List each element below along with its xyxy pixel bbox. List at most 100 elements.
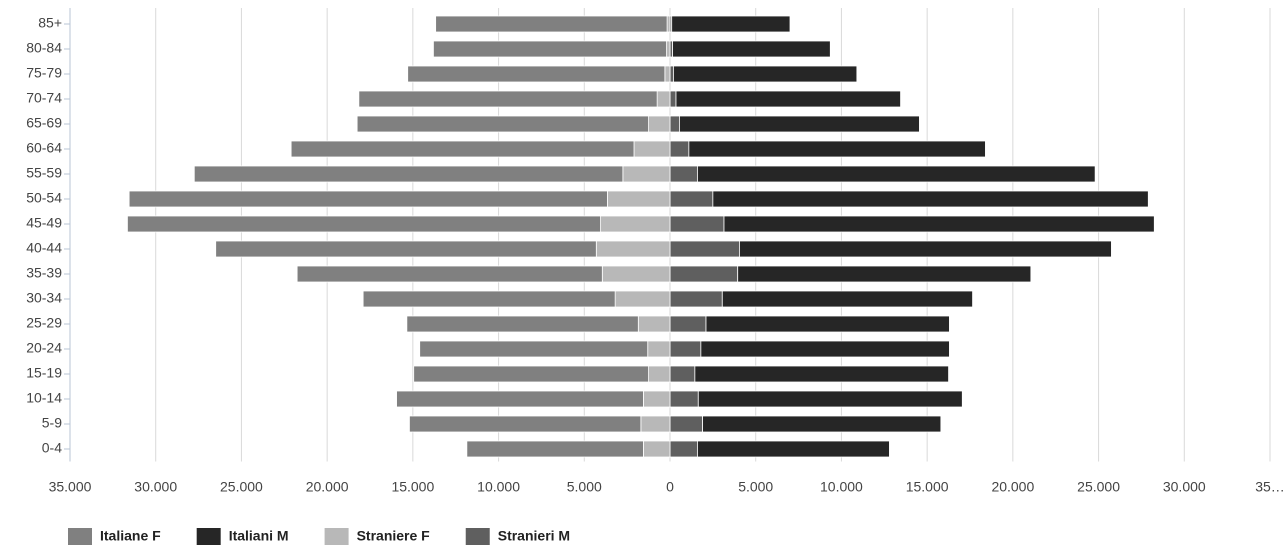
bar [702, 415, 942, 433]
bar [705, 315, 950, 333]
legend-label: Italiane F [100, 528, 161, 544]
bar [669, 390, 699, 408]
bar [435, 15, 668, 33]
x-tick-label: 15.000 [906, 479, 949, 495]
y-tick-label: 25-29 [26, 315, 62, 331]
bar [647, 340, 671, 358]
bar [669, 190, 714, 208]
bar [737, 265, 1032, 283]
bar [672, 40, 831, 58]
legend-swatch [465, 528, 490, 545]
bar [637, 315, 671, 333]
x-tick-label: 0 [666, 479, 674, 495]
bar [595, 240, 671, 258]
bar [669, 315, 707, 333]
bar [362, 290, 616, 308]
bar [666, 40, 671, 58]
bar [669, 415, 703, 433]
y-tick-label: 30-34 [26, 290, 62, 306]
bar [679, 115, 920, 133]
bar [356, 115, 649, 133]
bar [466, 440, 644, 458]
y-tick-label: 65-69 [26, 115, 62, 131]
bar [614, 290, 671, 308]
bar [669, 115, 680, 133]
bar [633, 140, 671, 158]
bar [721, 290, 973, 308]
y-tick-label: 5-9 [42, 415, 62, 431]
x-tick-label: 10.000 [477, 479, 520, 495]
y-tick-label: 50-54 [26, 190, 62, 206]
bar [407, 65, 666, 83]
y-tick-label: 10-14 [26, 390, 62, 406]
y-tick-label: 75-79 [26, 65, 62, 81]
y-tick-label: 60-64 [26, 140, 62, 156]
bar [656, 90, 671, 108]
bar [640, 415, 671, 433]
bar [607, 190, 671, 208]
bar [669, 340, 702, 358]
bar [671, 15, 791, 33]
legend-label: Italiani M [229, 528, 289, 544]
bar [215, 240, 597, 258]
bar [666, 15, 671, 33]
bar [601, 265, 671, 283]
bar [128, 190, 608, 208]
y-tick-label: 40-44 [26, 240, 62, 256]
bar [739, 240, 1112, 258]
bar [600, 215, 671, 233]
bar [664, 65, 671, 83]
y-tick-label: 20-24 [26, 340, 62, 356]
y-tick-label: 55-59 [26, 165, 62, 181]
legend-swatch [196, 528, 221, 545]
bar [697, 165, 1096, 183]
bar [723, 215, 1155, 233]
x-tick-label: 5.000 [567, 479, 602, 495]
x-tick-label: 10.000 [820, 479, 863, 495]
y-tick-label: 35-39 [26, 265, 62, 281]
x-tick-label: 35… [1255, 479, 1285, 495]
bar [406, 315, 639, 333]
bar [396, 390, 644, 408]
bar [409, 415, 642, 433]
y-tick-label: 0-4 [42, 440, 62, 456]
legend-swatch [68, 528, 92, 545]
bar [669, 165, 698, 183]
bar [296, 265, 603, 283]
bar [697, 440, 890, 458]
bar [648, 365, 671, 383]
x-tick-label: 20.000 [306, 479, 349, 495]
bar [643, 390, 671, 408]
bar [643, 440, 671, 458]
bar [675, 90, 901, 108]
bar [669, 440, 698, 458]
bar [413, 365, 649, 383]
legend-swatch [324, 528, 349, 545]
y-tick-label: 85+ [38, 15, 62, 31]
bar [669, 140, 690, 158]
bar [669, 90, 677, 108]
bar [193, 165, 624, 183]
bar [669, 265, 739, 283]
bar [700, 340, 950, 358]
bar [688, 140, 986, 158]
legend-label: Stranieri M [498, 528, 570, 544]
bar [673, 65, 858, 83]
bar [433, 40, 667, 58]
bar [622, 165, 671, 183]
y-tick-label: 80-84 [26, 40, 62, 56]
x-tick-label: 15.000 [391, 479, 434, 495]
x-tick-label: 25.000 [220, 479, 263, 495]
x-tick-label: 5.000 [738, 479, 773, 495]
bar [648, 115, 671, 133]
bar [669, 240, 740, 258]
x-tick-label: 20.000 [991, 479, 1034, 495]
bar [669, 365, 696, 383]
bar [290, 140, 635, 158]
y-tick-label: 70-74 [26, 90, 62, 106]
x-tick-label: 30.000 [134, 479, 177, 495]
x-tick-label: 25.000 [1077, 479, 1120, 495]
bar [358, 90, 658, 108]
y-tick-label: 45-49 [26, 215, 62, 231]
